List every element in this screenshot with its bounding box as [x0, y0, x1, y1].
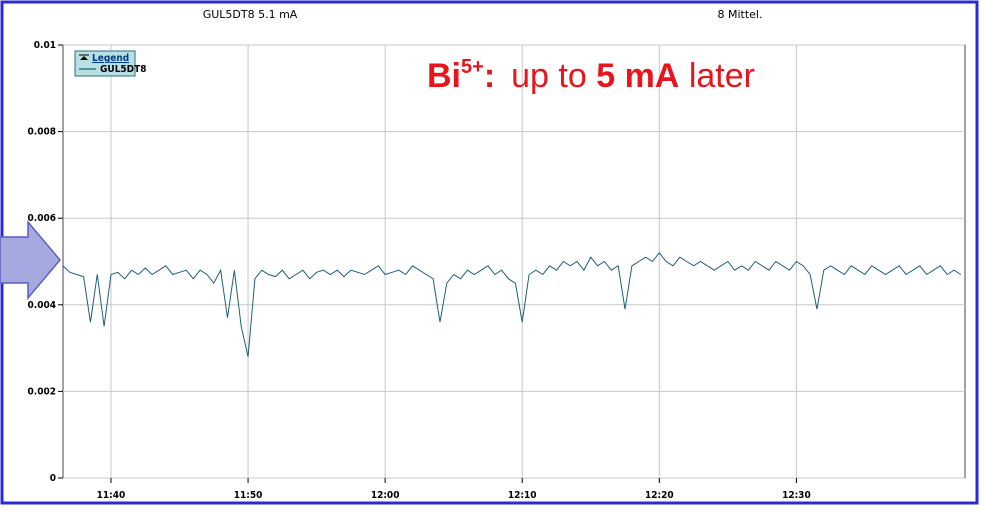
x-tick-label: 12:20 — [645, 490, 674, 501]
annotation-part: : — [484, 57, 495, 95]
y-tick-label: 0.004 — [28, 300, 56, 311]
header-right: 8 Mittel. — [718, 8, 763, 21]
annotation-part: later — [689, 57, 755, 95]
legend-title: Legend — [92, 53, 129, 64]
x-tick-label: 12:10 — [508, 490, 537, 501]
y-tick-label: 0.002 — [28, 386, 56, 397]
marks — [62, 252, 962, 357]
y-tick-label: 0 — [50, 473, 56, 484]
x-tick-label: 12:00 — [371, 490, 400, 501]
plot-area — [62, 44, 966, 479]
y-tick-label: 0.01 — [34, 40, 56, 51]
annotation-part: 5 mA — [596, 57, 679, 95]
x-tick-label: 11:50 — [234, 490, 263, 501]
annotation-part: up to — [511, 57, 587, 95]
y-tick-label: 0.008 — [28, 127, 56, 138]
x-tick-label: 11:40 — [97, 490, 126, 501]
header-left: GUL5DT8 5.1 mA — [203, 8, 298, 21]
legend-icon — [80, 56, 88, 60]
arrow — [0, 219, 61, 301]
y-tick-label: 0.006 — [28, 213, 56, 224]
series-line — [62, 252, 962, 357]
legend-entry: GUL5DT8 — [100, 64, 147, 75]
annotation: Bi5+: up to 5 mA later — [427, 56, 755, 95]
annotation-part: Bi — [427, 57, 461, 95]
annotation-part: 5+ — [461, 56, 484, 78]
x-tick-label: 12:30 — [782, 490, 811, 501]
